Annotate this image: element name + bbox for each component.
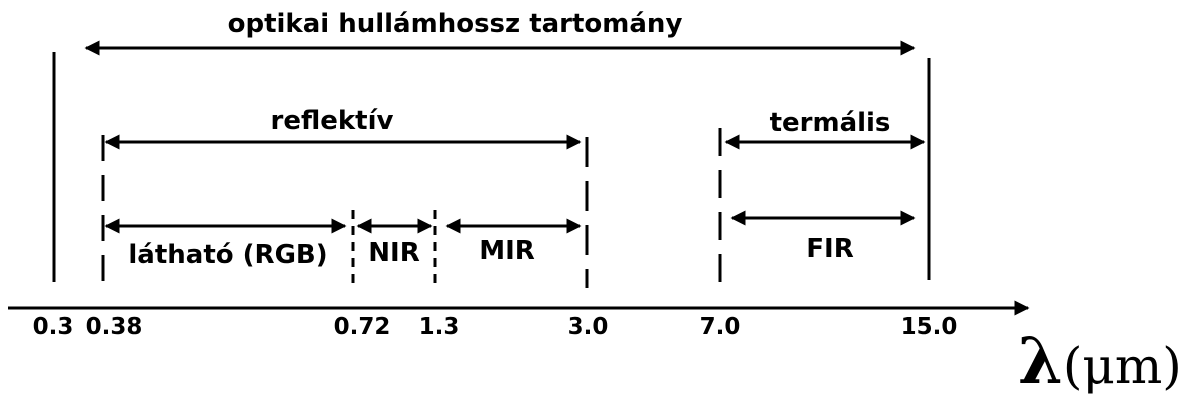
optical-range-label: optikai hullámhossz tartomány <box>227 9 683 39</box>
tick-label: 0.38 <box>85 314 143 340</box>
fir-band-label: FIR <box>806 234 854 264</box>
mir-band-label: MIR <box>479 236 535 266</box>
tick-label: 3.0 <box>567 314 609 340</box>
tick-label: 0.3 <box>32 314 74 340</box>
reflective-label: reflektív <box>270 106 394 136</box>
lambda-symbol: λ <box>1018 324 1063 399</box>
tick-label: 7.0 <box>699 314 741 340</box>
tick-label: 15.0 <box>900 314 958 340</box>
micrometer-unit: (μm) <box>1062 337 1182 395</box>
tick-label: 1.3 <box>418 314 460 340</box>
visible-band-label: látható (RGB) <box>128 240 328 270</box>
tick-label: 0.72 <box>333 314 391 340</box>
thermal-label: termális <box>769 108 891 138</box>
wavelength-unit-label: λ(μm) <box>1018 330 1182 398</box>
nir-band-label: NIR <box>368 238 420 268</box>
